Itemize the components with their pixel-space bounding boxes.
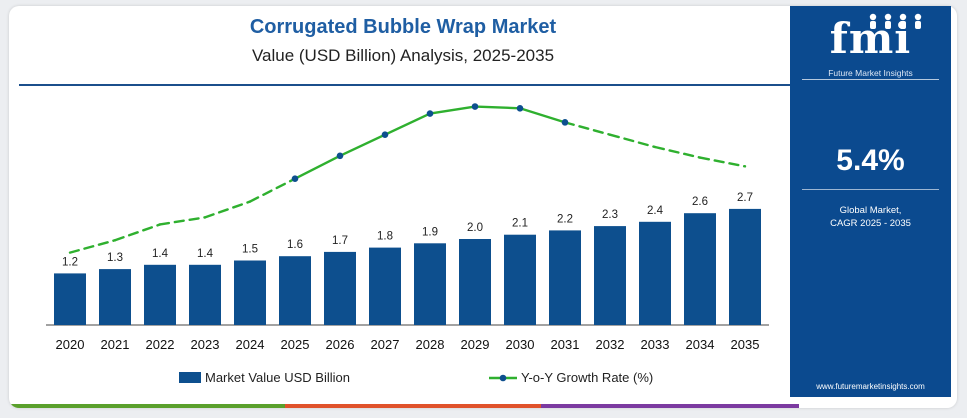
- bar-2021: [99, 269, 131, 325]
- cagr-label: Global Market, CAGR 2025 - 2035: [790, 204, 951, 230]
- bar-label-2028: 1.9: [422, 226, 438, 238]
- growth-segment-2025: [293, 154, 342, 180]
- growth-point-2026: [336, 152, 344, 160]
- x-tick-2020: 2020: [56, 337, 85, 352]
- chart-svg: 1.2 2020 1.3 2021 1.4 2022 1.4 2023 1.5 2024 1.6 20…: [46, 103, 769, 385]
- bar-label-2024: 1.5: [242, 244, 258, 256]
- x-tick-2024: 2024: [236, 337, 265, 352]
- bottom-stripe-green: [9, 404, 285, 408]
- bar-label-2027: 1.8: [377, 231, 393, 243]
- bar-label-2030: 2.1: [512, 218, 528, 230]
- people-icon: [869, 13, 922, 29]
- bar-label-2033: 2.4: [647, 205, 664, 217]
- bar-2026: [324, 251, 356, 325]
- legend-label-market-value: Market Value USD Billion: [205, 370, 350, 385]
- bar-label-2025: 1.6: [287, 239, 303, 251]
- bar-2022: [144, 264, 176, 325]
- growth-point-2031: [561, 119, 569, 126]
- bar-2030: [504, 234, 536, 325]
- cagr-label-line2: CAGR 2025 - 2035: [830, 218, 911, 229]
- growth-segment-2027: [383, 112, 432, 136]
- chart-subtitle: Value (USD Billion) Analysis, 2025-2035: [251, 46, 555, 65]
- growth-segment-2020: [68, 239, 117, 254]
- sidebar-panel: fmi Future Market Insights 5.4% Global M…: [790, 6, 951, 397]
- bar-label-2032: 2.3: [602, 209, 618, 221]
- bar-2028: [414, 243, 446, 325]
- cagr-label-line1: Global Market,: [839, 205, 902, 216]
- bar-2029: [459, 239, 491, 325]
- bottom-stripe-purple: [541, 404, 799, 408]
- x-tick-2021: 2021: [101, 337, 130, 352]
- bar-2035: [729, 208, 761, 325]
- logo-divider: [802, 79, 939, 80]
- growth-segment-2031: [563, 121, 612, 136]
- bottom-stripe-orange: [285, 404, 541, 408]
- x-tick-2028: 2028: [416, 337, 445, 352]
- growth-point-2025: [291, 175, 299, 182]
- bar-label-2021: 1.3: [107, 252, 123, 264]
- growth-segment-2030: [518, 107, 567, 124]
- growth-segment-2028: [428, 105, 477, 115]
- bar-label-2029: 2.0: [467, 222, 483, 234]
- fmi-logo: fmi: [829, 14, 912, 63]
- legend-marker-growth: [499, 374, 507, 382]
- x-tick-2033: 2033: [641, 337, 670, 352]
- x-tick-2031: 2031: [551, 337, 580, 352]
- x-tick-2032: 2032: [596, 337, 625, 352]
- title-divider: [19, 84, 791, 86]
- bar-2020: [54, 273, 86, 325]
- x-tick-2025: 2025: [281, 337, 310, 352]
- growth-segment-2021: [113, 223, 162, 242]
- legend-swatch-market-value: [179, 372, 201, 383]
- cagr-value: 5.4%: [836, 144, 905, 177]
- growth-segment-2033: [653, 145, 702, 159]
- growth-segment-2023: [203, 200, 252, 219]
- bar-label-2022: 1.4: [152, 248, 169, 260]
- x-tick-2022: 2022: [146, 337, 175, 352]
- growth-segment-2026: [338, 133, 387, 158]
- website-url: www.futuremarketinsights.com: [816, 382, 925, 391]
- bar-2034: [684, 213, 716, 325]
- x-tick-2034: 2034: [686, 337, 715, 352]
- x-tick-2035: 2035: [731, 337, 760, 352]
- logo-subtitle: Future Market Insights: [828, 68, 913, 78]
- bar-label-2020: 1.2: [62, 256, 78, 268]
- x-tick-2023: 2023: [191, 337, 220, 352]
- bar-label-2034: 2.6: [692, 196, 708, 208]
- growth-segment-2034: [698, 156, 747, 168]
- bar-label-2023: 1.4: [197, 248, 214, 260]
- bar-2033: [639, 221, 671, 325]
- growth-point-2030: [516, 104, 524, 112]
- x-tick-2027: 2027: [371, 337, 400, 352]
- growth-segment-2032: [608, 133, 657, 149]
- x-tick-2029: 2029: [461, 337, 490, 352]
- x-tick-2026: 2026: [326, 337, 355, 352]
- bar-label-2026: 1.7: [332, 235, 348, 247]
- legend-label-growth: Y-o-Y Growth Rate (%): [521, 370, 653, 385]
- growth-point-2027: [381, 131, 389, 138]
- growth-segment-2029: [473, 105, 522, 110]
- bar-2031: [549, 230, 581, 325]
- growth-point-2029: [471, 103, 479, 110]
- growth-point-2028: [426, 110, 434, 117]
- bar-2027: [369, 247, 401, 325]
- growth-segment-2024: [248, 177, 297, 203]
- bar-2023: [189, 264, 221, 325]
- cagr-divider: [802, 189, 939, 190]
- chart-title: Corrugated Bubble Wrap Market: [249, 16, 557, 38]
- bar-2032: [594, 226, 626, 325]
- growth-segment-2022: [158, 216, 207, 226]
- bar-2024: [234, 260, 266, 325]
- bar-label-2035: 2.7: [737, 192, 753, 204]
- x-tick-2030: 2030: [506, 337, 535, 352]
- bar-2025: [279, 256, 311, 325]
- bar-label-2031: 2.2: [557, 213, 573, 225]
